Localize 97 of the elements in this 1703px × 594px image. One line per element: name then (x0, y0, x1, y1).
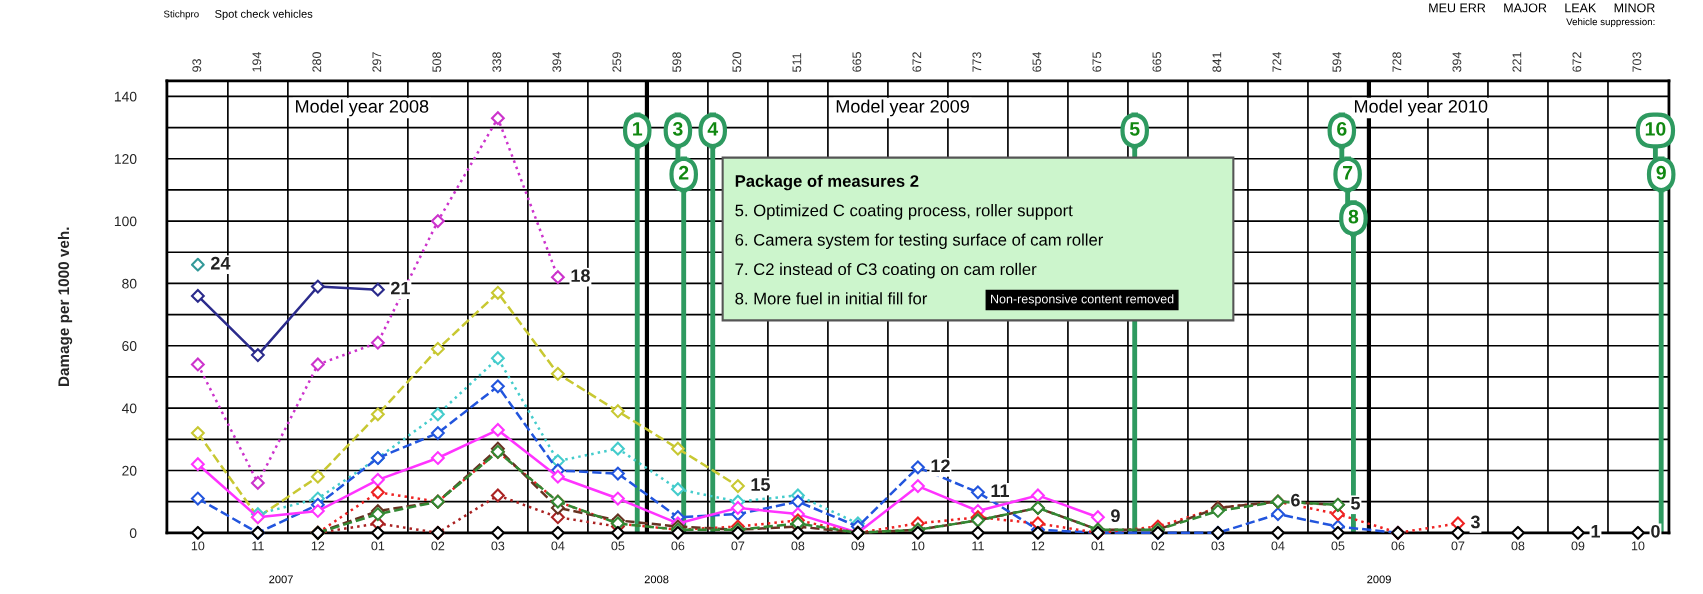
annotation: 9 (1111, 509, 1120, 523)
ref-line-label: 2 (678, 165, 689, 180)
x2-tick-label: 338 (492, 52, 502, 72)
ref-line-label: 5 (1129, 122, 1140, 136)
x-tick-label: 05 (1331, 541, 1345, 551)
text: 2007 (269, 575, 293, 584)
y-tick-label: 100 (114, 216, 137, 227)
x2-tick-label: 672 (912, 52, 922, 72)
x-tick-label: 04 (551, 541, 565, 551)
annotation: Model year 2009 (836, 99, 969, 117)
annotation: Package of measures 2 (735, 174, 919, 191)
text: 2009 (1367, 575, 1391, 584)
x-tick-label: 06 (1391, 541, 1405, 551)
x2-tick-label: 221 (1512, 52, 1522, 72)
x-tick-label: 01 (371, 541, 385, 551)
x-tick-label: 06 (671, 541, 685, 551)
x2-tick-label: 394 (552, 51, 562, 72)
y-tick-label: 80 (122, 278, 137, 289)
annotation: 6 (1291, 493, 1300, 507)
annotation: 18 (571, 269, 590, 283)
text: Spot check vehicles (215, 9, 313, 21)
x2-tick-label: 724 (1272, 51, 1282, 72)
x-tick-label: 10 (1631, 541, 1645, 551)
y-axis-title: Damage per 1000 veh. (57, 227, 73, 387)
x-tick-label: 12 (1031, 541, 1045, 551)
x2-tick-label: 394 (1452, 51, 1462, 72)
ref-line-label: 6 (1337, 121, 1347, 136)
ref-line-label: 3 (672, 121, 683, 136)
annotation: 21 (391, 281, 410, 295)
annotation: 7. C2 instead of C3 coating on cam roller (735, 262, 1037, 279)
x2-tick-label: 93 (192, 59, 202, 72)
x-tick-label: 02 (1151, 541, 1165, 551)
annotation: 3 (1470, 515, 1480, 529)
annotation: 5. Optimized C coating process, roller support (735, 204, 1073, 220)
annotation: 6. Camera system for testing surface of cam roller (735, 233, 1104, 250)
x2-tick-label: 672 (1572, 52, 1582, 72)
x2-tick-label: 508 (432, 52, 442, 72)
x-tick-label: 03 (1211, 541, 1225, 551)
x2-tick-label: 194 (252, 51, 262, 72)
x2-tick-label: 675 (1092, 52, 1102, 72)
text: MEU ERR MAJOR LEAK MINOR (1429, 3, 1655, 13)
x-tick-label: 01 (1091, 541, 1105, 551)
x2-tick-label: 297 (372, 52, 382, 72)
annotation: 11 (991, 484, 1010, 497)
annotation: 24 (210, 256, 231, 270)
x-tick-label: 09 (1571, 541, 1585, 551)
ref-line-label: 8 (1348, 209, 1359, 224)
y-tick-label: 0 (129, 528, 137, 538)
x2-tick-label: 665 (1152, 52, 1162, 72)
x-tick-label: 11 (252, 541, 264, 551)
x-tick-label: 10 (191, 541, 205, 551)
y-tick-label: 20 (122, 465, 137, 476)
ref-line-label: 9 (1656, 165, 1666, 180)
x-tick-label: 12 (311, 541, 325, 551)
x-tick-label: 10 (911, 541, 925, 551)
y-tick-label: 60 (122, 341, 137, 351)
annotation: 12 (931, 459, 950, 473)
annotation: 5 (1351, 497, 1360, 510)
x-tick-label: 07 (1451, 541, 1465, 551)
y-tick-label: 140 (114, 91, 137, 102)
annotation: 1 (1591, 525, 1600, 538)
x2-tick-label: 598 (672, 52, 682, 72)
annotation: 15 (751, 478, 770, 491)
x-tick-label: 03 (491, 541, 505, 551)
y-tick-label: 120 (114, 154, 137, 164)
annotation: 8. More fuel in initial fill for (735, 292, 928, 305)
x2-tick-label: 773 (972, 52, 982, 72)
text: 2008 (644, 575, 669, 584)
x2-tick-label: 520 (732, 52, 742, 72)
x2-tick-label: 703 (1632, 52, 1642, 72)
x-tick-label: 11 (972, 541, 984, 551)
x-tick-label: 05 (611, 541, 625, 551)
annotation: Model year 2008 (296, 99, 429, 117)
x2-tick-label: 594 (1332, 51, 1342, 72)
x2-tick-label: 665 (852, 52, 862, 72)
x2-tick-label: 728 (1392, 52, 1402, 72)
x-tick-label: 08 (1511, 541, 1525, 551)
x-tick-label: 02 (431, 541, 445, 551)
annotation: Model year 2010 (1354, 99, 1488, 117)
x-tick-label: 09 (851, 541, 865, 551)
x2-tick-label: 654 (1032, 51, 1042, 72)
text: Stichpro (163, 10, 199, 20)
x2-tick-label: 841 (1212, 52, 1222, 72)
x-tick-label: 08 (791, 541, 805, 551)
ref-line-label: 10 (1645, 121, 1666, 136)
y-tick-label: 40 (121, 403, 137, 414)
ref-line-label: 4 (707, 122, 719, 136)
x2-tick-label: 511 (792, 53, 802, 72)
x2-tick-label: 280 (312, 52, 322, 72)
ref-line-label: 7 (1343, 166, 1353, 180)
text: Vehicle suppression: (1566, 18, 1655, 28)
x-tick-label: 04 (1271, 541, 1285, 551)
x2-tick-label: 259 (612, 52, 622, 72)
x-tick-label: 07 (731, 541, 745, 551)
ref-line-label: 1 (633, 122, 643, 136)
annotation: 0 (1651, 524, 1660, 538)
annotation: Non-responsive content removed (991, 294, 1174, 306)
